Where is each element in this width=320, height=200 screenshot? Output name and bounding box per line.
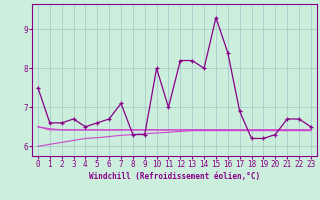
X-axis label: Windchill (Refroidissement éolien,°C): Windchill (Refroidissement éolien,°C): [89, 172, 260, 181]
